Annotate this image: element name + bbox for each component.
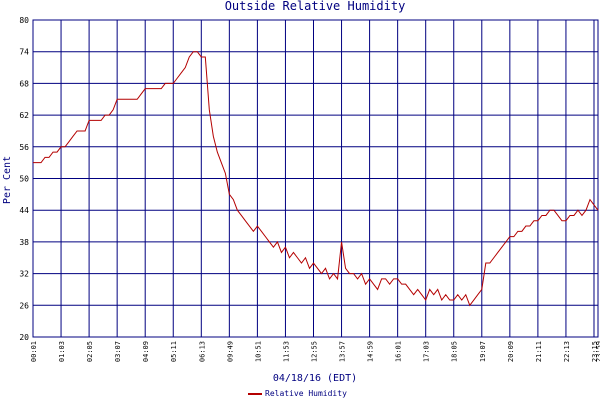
y-tick-label: 56 <box>19 143 29 152</box>
x-tick-label: 17:03 <box>423 341 431 362</box>
x-tick-label: 21:11 <box>535 341 543 362</box>
x-tick-label: 16:01 <box>395 341 403 362</box>
y-tick-label: 32 <box>19 270 29 279</box>
x-tick-label: 19:07 <box>479 341 487 362</box>
x-tick-label: 04:09 <box>142 341 150 362</box>
x-tick-label: 09:49 <box>226 341 234 362</box>
y-tick-label: 74 <box>19 48 29 57</box>
y-tick-label: 38 <box>19 238 29 247</box>
x-tick-label: 03:07 <box>114 341 122 362</box>
x-tick-label: 05:11 <box>170 341 178 362</box>
y-tick-label: 62 <box>19 111 29 120</box>
y-tick-label: 26 <box>19 301 29 310</box>
chart-title: Outside Relative Humidity <box>225 0 406 13</box>
legend-label: Relative Humidity <box>265 389 347 398</box>
x-tick-label: 22:13 <box>563 341 571 362</box>
y-tick-label: 44 <box>19 206 29 215</box>
x-tick-label: 23:15 <box>591 341 599 362</box>
x-tick-label: 01:03 <box>58 341 66 362</box>
y-axis-label: Per Cent <box>2 156 13 204</box>
x-tick-label: 02:05 <box>86 341 94 362</box>
x-axis-label: 04/18/16 (EDT) <box>273 373 357 384</box>
x-tick-label: 12:55 <box>310 341 318 362</box>
x-tick-label: 13:57 <box>339 341 347 362</box>
x-tick-label: 10:51 <box>254 341 262 362</box>
x-tick-label: 00:01 <box>30 341 38 362</box>
y-tick-label: 80 <box>19 16 29 25</box>
x-tick-label: 18:05 <box>451 341 459 362</box>
x-tick-label: 14:59 <box>367 341 375 362</box>
y-tick-label: 50 <box>19 175 29 184</box>
y-tick-label: 68 <box>19 79 29 88</box>
x-tick-label: 23:59 <box>595 341 600 362</box>
x-tick-label: 06:13 <box>198 341 206 362</box>
x-tick-label: 11:53 <box>282 341 290 362</box>
y-tick-label: 20 <box>19 333 29 342</box>
line <box>33 51 599 307</box>
x-tick-label: 20:09 <box>507 341 515 362</box>
